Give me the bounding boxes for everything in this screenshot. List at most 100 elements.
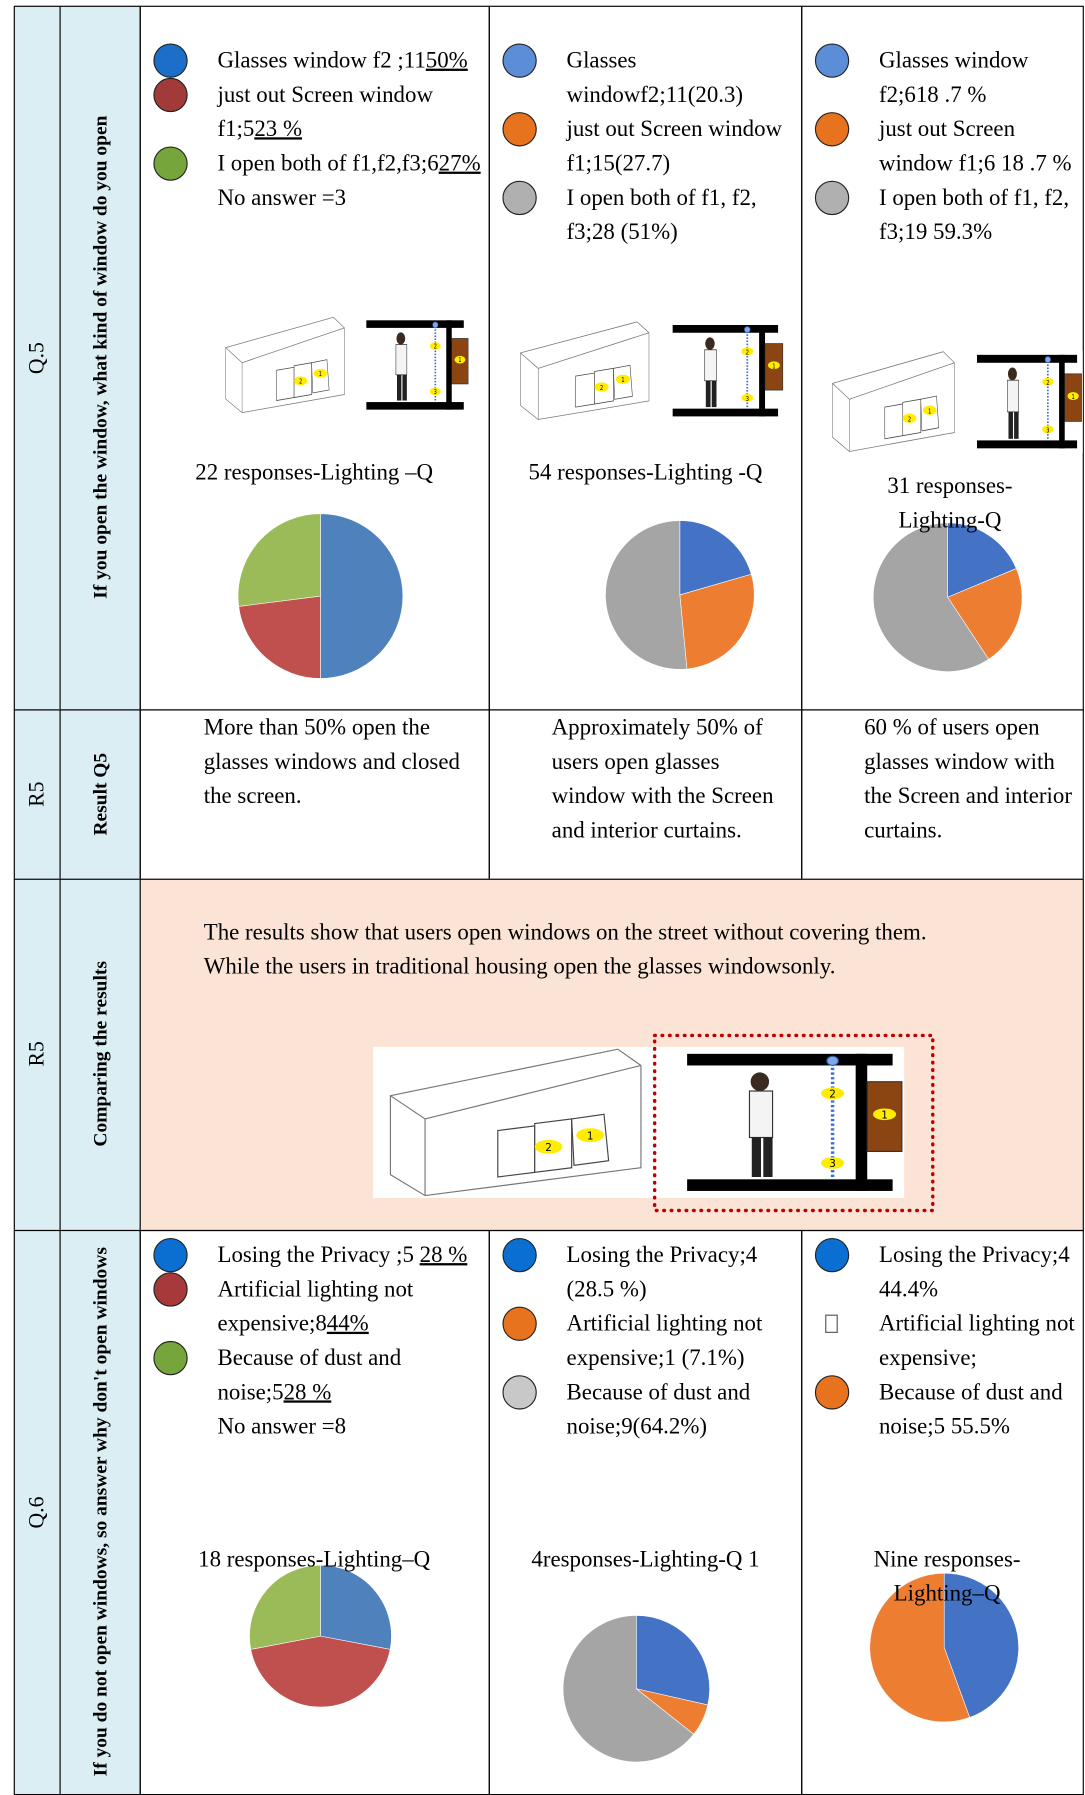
answer-text-part: Because of dust and noise;5 — [217, 1345, 402, 1405]
answer-text: Because of dust and noise;9(64.2%) — [567, 1375, 795, 1444]
answer-text-part: I open both of f1,f2,f3;6 — [217, 151, 439, 177]
row-label: Result Q5 — [60, 709, 141, 878]
answer-item: Because of dust and noise;9(64.2%) — [502, 1375, 794, 1444]
answer-underlined: 44% — [326, 1311, 369, 1337]
answer-list: Losing the Privacy;4 (28.5 %) Artificial … — [502, 1237, 795, 1444]
answer-list: Losing the Privacy;4 44.4% Artificial lig… — [814, 1237, 1076, 1444]
answer-item: just out Screen window f1;6 18 .7 % — [814, 112, 1076, 181]
legend-marker — [502, 43, 537, 78]
answer-item: Artificial lighting not expensive;844% — [153, 1272, 481, 1341]
label-cell — [59, 878, 141, 1232]
answer-list: Glasses window f2 ;1150% just out Screen … — [153, 43, 481, 215]
result-text: More than 50% open the glasses windows a… — [203, 715, 460, 809]
label-cell — [13, 709, 61, 880]
answer-text: I open both of f1,f2,f3;627% — [217, 146, 480, 180]
label-cell — [59, 5, 141, 711]
answer-item: just out Screen window f1;15(27.7) — [502, 112, 794, 181]
response-caption: 31 responses-Lighting-Q — [887, 473, 1013, 534]
row-label: If you do not open windows, so answer wh… — [60, 1230, 141, 1794]
legend-marker — [502, 112, 537, 147]
answer-text-part: Artificial lighting not expensive;8 — [217, 1276, 414, 1337]
response-caption: Nine responses-Lighting–Q — [873, 1546, 1021, 1607]
response-caption: 54 responses-Lighting -Q — [528, 459, 763, 486]
answer-underlined: 27% — [438, 151, 481, 177]
answer-list: Losing the Privacy ;5 28 % Artificial lig… — [153, 1237, 481, 1444]
legend-marker — [814, 43, 850, 78]
answer-underlined: 23 % — [254, 116, 303, 142]
answer-text: Glasses window f2;618 .7 % — [879, 43, 1076, 112]
legend-marker — [502, 1306, 537, 1341]
legend-marker — [502, 1375, 537, 1410]
response-caption: 4responses-Lighting-Q 1 — [531, 1546, 760, 1573]
legend-marker — [814, 1237, 850, 1273]
row-label-text: If you do not open windows, so answer wh… — [88, 1247, 111, 1777]
answer-text-part: Glasses window f2;618 .7 % — [878, 48, 1029, 108]
comparison-text: The results show that users open windows… — [204, 915, 1068, 984]
answer-text-part: Artificial lighting not expensive; — [878, 1311, 1075, 1371]
answer-text-part: Artificial lighting not expensive;1 (7.1… — [566, 1311, 763, 1371]
answer-text-part: Losing the Privacy ;5 — [217, 1242, 420, 1268]
row-label: Q.5 — [14, 6, 61, 710]
answer-item: Glasses window f2 ;1150% — [153, 43, 481, 78]
legend-marker — [153, 1272, 188, 1307]
label-cell — [13, 1229, 61, 1795]
answer-text-part: I open both of f1, f2, f3;28 (51%) — [566, 185, 757, 245]
row-label: R5 — [14, 879, 61, 1230]
response-caption: 18 responses-Lighting–Q — [198, 1546, 431, 1573]
answer-text: Glasses windowf2;11(20.3) — [567, 43, 795, 112]
legend-marker — [502, 1237, 537, 1273]
legend-marker — [814, 1375, 850, 1410]
answer-item: Glasses windowf2;11(20.3) — [502, 43, 794, 112]
answer-list: Glasses windowf2;11(20.3) just out Screen… — [502, 43, 794, 249]
row-label: R5 — [14, 709, 61, 878]
answer-item: Glasses window f2;618 .7 % — [814, 43, 1076, 112]
no-answer-note: No answer =3 — [217, 185, 347, 211]
answer-item: Because of dust and noise;5 55.5% — [814, 1375, 1076, 1444]
result-text: 60 % of users open glasses window with t… — [864, 715, 1072, 844]
row-label-text: R5 — [24, 781, 49, 807]
answer-text-part: Losing the Privacy;4 44.4% — [878, 1242, 1070, 1303]
answer-text: Losing the Privacy;4 44.4% — [879, 1238, 1076, 1307]
row-label-text: R5 — [24, 1041, 49, 1068]
answer-underlined: 28 % — [283, 1379, 332, 1405]
label-cell — [59, 1229, 141, 1795]
answer-list: Glasses window f2;618 .7 % just out Scree… — [814, 43, 1076, 250]
row-label: If you open the window, what kind of win… — [60, 6, 141, 710]
legend-marker — [153, 77, 188, 113]
row-label: Comparing the results — [60, 879, 141, 1230]
answer-text: Losing the Privacy ;5 28 % — [217, 1238, 467, 1272]
answer-text: Losing the Privacy;4 (28.5 %) — [567, 1238, 795, 1307]
answer-text: just out Screen window f1;6 18 .7 % — [879, 112, 1076, 181]
legend-marker — [814, 180, 850, 216]
row-label: Q.6 — [14, 1230, 61, 1794]
answer-text: Artificial lighting not expensive; — [879, 1307, 1076, 1376]
legend-marker — [153, 43, 188, 78]
answer-item: Losing the Privacy;4 44.4% — [814, 1237, 1076, 1307]
row-label-text: Q.6 — [24, 1495, 49, 1528]
answer-text-part: just out Screen window f1;5 — [217, 82, 433, 142]
answer-text: Artificial lighting not expensive;844% — [217, 1272, 481, 1341]
legend-marker — [153, 1340, 188, 1376]
answer-text-part: I open both of f1, f2, f3;19 59.3% — [878, 185, 1070, 245]
answer-text: Artificial lighting not expensive;1 (7.1… — [567, 1307, 795, 1376]
row-label-text: Comparing the results — [88, 961, 111, 1148]
answer-text-part: Because of dust and noise;5 55.5% — [878, 1379, 1063, 1440]
row-label-text: Q.5 — [24, 341, 49, 374]
answer-item: I open both of f1, f2, f3;19 59.3% — [814, 180, 1076, 250]
legend-marker — [814, 112, 850, 147]
answer-text: I open both of f1, f2, f3;28 (51%) — [567, 181, 795, 250]
answer-item: I open both of f1,f2,f3;627% — [153, 146, 481, 181]
answer-text-part: just out Screen window f1;6 18 .7 % — [878, 116, 1072, 177]
answer-text-part: Glasses window f2 ;11 — [217, 48, 426, 74]
answer-item: I open both of f1, f2, f3;28 (51%) — [502, 180, 795, 250]
answer-text-part: Losing the Privacy;4 (28.5 %) — [566, 1242, 758, 1303]
answer-text: Because of dust and noise;5 55.5% — [879, 1375, 1076, 1444]
result-text: Approximately 50% of users open glasses … — [551, 715, 774, 844]
answer-text: Glasses window f2 ;1150% — [217, 43, 467, 77]
legend-marker — [153, 1237, 188, 1273]
row-label-text: If you open the window, what kind of win… — [88, 115, 111, 600]
answer-item: Losing the Privacy;4 (28.5 %) — [502, 1237, 795, 1307]
comparison-paragraph: The results show that users open windows… — [203, 919, 927, 946]
answer-underlined: 28 % — [419, 1242, 468, 1268]
